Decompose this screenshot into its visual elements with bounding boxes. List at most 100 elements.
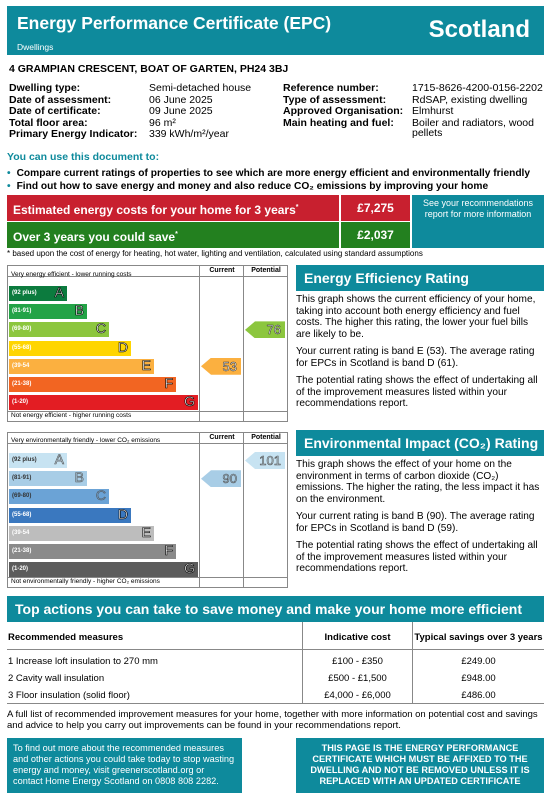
current-rating-value: 53 — [222, 358, 237, 375]
band-letter: D — [117, 505, 129, 522]
chart-top-label: Very energy efficient - lower running co… — [11, 271, 132, 278]
band-range: (69-80) — [12, 326, 32, 333]
band-b: (81-91) B — [9, 469, 87, 487]
band-b: (81-91) B — [9, 302, 87, 320]
col-cost: Indicative cost — [324, 632, 391, 643]
band-f: (21-38) F — [9, 542, 176, 559]
detail-value: RdSAP, existing dwelling — [412, 93, 528, 106]
footer-notice: THIS PAGE IS THE ENERGY PERFORMANCE CERT… — [296, 738, 544, 793]
detail-label: Date of assessment: — [9, 93, 112, 106]
table-row: 1 Increase loft insulation to 270 mm — [8, 656, 158, 667]
list-item: • Compare current ratings of properties t… — [7, 168, 531, 179]
band-a: (92 plus) A — [9, 284, 67, 301]
detail-value: 06 June 2025 — [149, 93, 213, 106]
detail-label: Total floor area: — [9, 116, 88, 129]
band-g: (1-20) G — [9, 393, 198, 411]
chart-bottom-label: Not environmentally friendly - higher CO… — [11, 578, 160, 585]
detail-value: Semi-detached house — [149, 82, 252, 94]
band-range: (1-20) — [12, 566, 29, 573]
detail-label: Approved Organisation: — [283, 105, 404, 117]
detail-label: Reference number: — [283, 82, 379, 94]
band-range: (39-54 — [12, 529, 30, 536]
col-savings: Typical savings over 3 years — [414, 632, 543, 643]
band-letter: E — [141, 356, 151, 373]
potential-rating-arrow: 101 — [245, 452, 285, 469]
detail-label: Type of assessment: — [283, 93, 387, 106]
potential-rating-value: 76 — [266, 322, 281, 338]
ei-rating-heading: Environmental Impact (CO₂) Rating — [296, 430, 544, 456]
savings-label: Over 3 years you could save* — [7, 222, 339, 248]
ee-rating-heading: Energy Efficiency Rating — [296, 265, 544, 291]
actions-table: Recommended measures Indicative cost Typ… — [7, 622, 544, 704]
band-letter: D — [117, 338, 129, 355]
band-range: (39-54 — [12, 362, 30, 369]
details-right-values: 1715-8626-4200-0156-2202 RdSAP, existing… — [412, 82, 547, 139]
band-range: (81-91) — [12, 475, 32, 482]
band-g: (1-20) G — [9, 560, 198, 578]
detail-label: Primary Energy Indicator: — [9, 128, 138, 140]
savings-value: £2,037 — [341, 222, 410, 248]
use-heading: You can use this document to: — [7, 151, 160, 163]
band-d: (55-68) D — [9, 505, 131, 523]
band-letter: F — [164, 375, 173, 391]
band-letter: G — [184, 560, 195, 577]
current-rating-value: 90 — [222, 471, 237, 487]
band-range: (1-20) — [12, 399, 29, 406]
col-current: Current — [209, 267, 235, 274]
energy-efficiency-chart: Current Potential Very energy efficient … — [7, 265, 288, 422]
band-range: (21-38) — [12, 381, 32, 387]
use-list: • Compare current ratings of properties t… — [7, 167, 530, 193]
details-left: Dwelling type: Date of assessment: Date … — [9, 82, 138, 141]
col-potential: Potential — [251, 267, 281, 274]
detail-value: Elmhurst — [412, 105, 454, 117]
cost-footnote: * based upon the cost of energy for heat… — [7, 249, 423, 258]
band-letter: A — [54, 284, 64, 300]
current-rating-arrow: 90 — [201, 470, 241, 488]
band-f: (21-38) F — [9, 375, 176, 392]
col-potential: Potential — [251, 434, 281, 441]
potential-rating-arrow: 76 — [245, 321, 285, 339]
band-letter: F — [164, 542, 173, 558]
band-range: (81-91) — [12, 308, 32, 315]
recommendations-note: See your recommendations report for more… — [412, 195, 544, 248]
estimated-cost-value: £7,275 — [341, 195, 410, 221]
table-row: 2 Cavity wall insulation — [8, 673, 105, 684]
band-e: (39-54 E — [9, 356, 154, 374]
detail-value: 96 m² — [149, 116, 176, 129]
band-letter: E — [141, 523, 151, 540]
potential-rating-value: 101 — [259, 453, 281, 469]
band-e: (39-54 E — [9, 523, 154, 541]
environmental-impact-chart: Current Potential Very environmentally f… — [7, 432, 288, 588]
col-measures: Recommended measures — [8, 632, 124, 643]
band-c: (69-80) C — [9, 487, 109, 505]
actions-note: A full list of recommended improvement m… — [7, 709, 538, 731]
band-letter: B — [74, 302, 84, 319]
footer-info: To find out more about the recommended m… — [7, 738, 242, 793]
band-letter: C — [95, 487, 107, 504]
col-current: Current — [209, 434, 235, 441]
property-address: 4 GRAMPIAN CRESCENT, BOAT OF GARTEN, PH2… — [9, 63, 289, 75]
page-subtitle: Dwellings — [17, 42, 54, 52]
detail-label: Dwelling type: — [9, 82, 81, 94]
details-left-values: Semi-detached house 06 June 2025 09 June… — [149, 82, 252, 141]
ei-rating-text: This graph shows the effect of your home… — [296, 459, 540, 574]
list-item: • Find out how to save energy and money a… — [7, 181, 489, 192]
band-range: (92 plus) — [12, 457, 37, 463]
chart-bottom-label: Not energy efficient - higher running co… — [11, 412, 132, 419]
detail-value: 09 June 2025 — [149, 105, 213, 117]
band-letter: G — [184, 393, 195, 410]
detail-value: 1715-8626-4200-0156-2202 — [412, 82, 543, 94]
band-range: (55-68) — [12, 344, 32, 351]
band-range: (21-38) — [12, 548, 32, 554]
table-row: 3 Floor insulation (solid floor) — [8, 690, 130, 701]
header-bar: Energy Performance Certificate (EPC) Dwe… — [7, 6, 544, 55]
page-title: Energy Performance Certificate (EPC) — [17, 13, 332, 33]
band-range: (92 plus) — [12, 290, 37, 296]
band-a: (92 plus) A — [9, 451, 67, 468]
actions-heading: Top actions you can take to save money a… — [7, 596, 544, 622]
band-d: (55-68) D — [9, 338, 131, 356]
ee-rating-text: This graph shows the current efficiency … — [296, 294, 538, 409]
detail-label: Date of certificate: — [9, 105, 101, 117]
detail-value: 339 kWh/m²/year — [149, 128, 229, 140]
band-c: (69-80) C — [9, 321, 109, 338]
